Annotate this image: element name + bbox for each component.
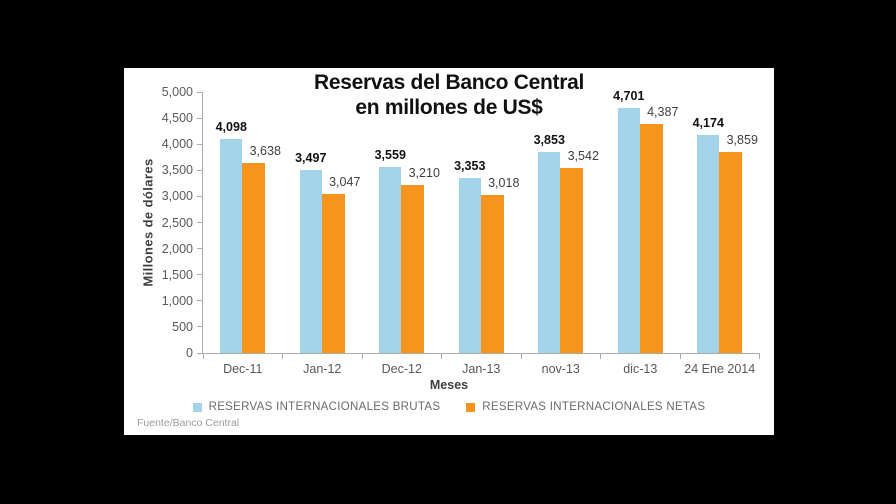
- x-axis-tick: [679, 354, 681, 359]
- bar-netas: [719, 152, 743, 353]
- y-axis-tick: [197, 143, 202, 145]
- bar-label-brutas: 4,174: [692, 116, 724, 130]
- x-axis-category-label: dic-13: [623, 362, 658, 376]
- x-axis-tick: [759, 354, 760, 359]
- plot-area: 0 500 1,000 1,500 2,000 2,500 3,000 3,500 4,000 4…: [162, 85, 760, 376]
- x-axis-category-label: Jan-13: [462, 362, 501, 376]
- bar-label-netas: 3,542: [567, 149, 599, 163]
- x-axis-tick: [520, 354, 522, 359]
- legend-label-netas: RESERVAS INTERNACIONALES NETAS: [482, 401, 706, 413]
- x-axis-title: Meses: [429, 378, 469, 392]
- bar-brutas: [458, 178, 481, 353]
- bar-group-Jan-13: 3,353 3,018: [442, 92, 522, 353]
- legend: RESERVAS INTERNACIONALES BRUTAS RESERVAS…: [124, 401, 774, 413]
- y-axis-tick: [197, 195, 202, 197]
- y-axis-tick-label: 4,000: [161, 137, 193, 152]
- bar-netas: [242, 163, 266, 353]
- legend-entry-brutas: RESERVAS INTERNACIONALES BRUTAS: [192, 401, 441, 413]
- bar-brutas: [220, 139, 243, 353]
- y-axis-tick: [197, 91, 202, 93]
- bar-netas: [480, 195, 504, 353]
- bar-label-brutas: 4,701: [613, 89, 645, 103]
- bar-label-netas: 3,859: [726, 133, 758, 147]
- bar-group-dic-13: 4,701 4,387: [601, 89, 681, 353]
- bar-group-nov-13: 3,853 3,542: [521, 92, 601, 353]
- bar-brutas: [617, 108, 640, 353]
- bar-brutas: [538, 152, 561, 353]
- y-axis-tick-label: 2,500: [161, 215, 193, 230]
- bar-group-Dec-12: 3,559 3,210: [362, 92, 442, 353]
- x-axis-tick: [202, 354, 204, 359]
- bar-label-netas: 3,047: [329, 175, 361, 189]
- bar-netas: [321, 194, 345, 353]
- bar-group-Jan-12: 3,497 3,047: [283, 92, 363, 353]
- bar-brutas: [299, 170, 322, 353]
- x-axis-category-label: 24 Ene 2014: [684, 362, 756, 376]
- y-axis-tick-label: 4,500: [161, 111, 193, 126]
- bar-brutas: [697, 135, 720, 353]
- legend-entry-netas: RESERVAS INTERNACIONALES NETAS: [466, 401, 705, 413]
- y-axis-tick-label: 1,500: [161, 267, 193, 282]
- bar-label-brutas: 3,559: [374, 148, 406, 162]
- bar-label-brutas: 3,497: [295, 151, 327, 165]
- y-axis-tick-label: 500: [172, 319, 193, 334]
- legend-swatch-netas-icon: [466, 402, 476, 412]
- bar-brutas: [379, 167, 402, 353]
- y-axis-tick: [197, 274, 202, 276]
- y-axis-tick-label: 1,000: [161, 293, 193, 308]
- x-axis-tick: [361, 354, 363, 359]
- source-note: Fuente/Banco Central: [137, 417, 240, 429]
- legend-swatch-brutas-icon: [192, 402, 202, 412]
- y-axis-tick: [197, 352, 202, 354]
- y-axis-tick-label: 3,000: [161, 189, 193, 204]
- x-axis-tick: [600, 354, 601, 359]
- bar-label-brutas: 4,098: [215, 120, 247, 134]
- bar-label-brutas: 3,353: [454, 159, 486, 173]
- chart-panel: Reservas del Banco Central en millones d…: [124, 68, 774, 435]
- bar-label-netas: 3,210: [408, 166, 440, 180]
- y-axis-tick-label: 0: [186, 346, 193, 360]
- y-axis-tick: [197, 169, 202, 171]
- x-axis-category-label: Dec-12: [381, 362, 422, 376]
- bar-label-netas: 3,018: [488, 176, 520, 190]
- chart-title-line2: en millones de US$: [355, 96, 543, 119]
- y-axis-tick: [197, 326, 202, 328]
- y-axis-tick-label: 5,000: [161, 85, 193, 99]
- y-axis-tick: [197, 300, 202, 302]
- y-axis-tick: [197, 248, 202, 250]
- bar-group-Dec-11: 4,098 3,638: [203, 92, 283, 353]
- bar-group-24 Ene 2014: 4,174 3,859: [680, 92, 760, 353]
- y-axis-tick: [197, 117, 202, 119]
- y-axis-tick: [197, 222, 202, 223]
- x-axis-category-label: nov-13: [541, 362, 580, 376]
- bar-netas: [401, 185, 425, 353]
- x-axis-tick: [282, 354, 283, 359]
- bar-label-netas: 4,387: [647, 105, 679, 119]
- x-axis-tick: [441, 354, 442, 359]
- legend-label-brutas: RESERVAS INTERNACIONALES BRUTAS: [208, 401, 441, 413]
- x-axis-category-label: Dec-11: [223, 362, 263, 376]
- x-axis-category-label: Jan-12: [303, 362, 342, 376]
- bar-netas: [639, 124, 663, 353]
- bar-label-brutas: 3,853: [533, 133, 565, 147]
- bar-netas: [560, 168, 584, 353]
- y-axis-tick-label: 2,000: [161, 241, 193, 256]
- chart-title-line1: Reservas del Banco Central: [314, 71, 584, 94]
- y-axis-tick-label: 3,500: [161, 163, 193, 178]
- bar-label-netas: 3,638: [249, 144, 281, 158]
- chart-title: Reservas del Banco Central en millones d…: [124, 70, 774, 120]
